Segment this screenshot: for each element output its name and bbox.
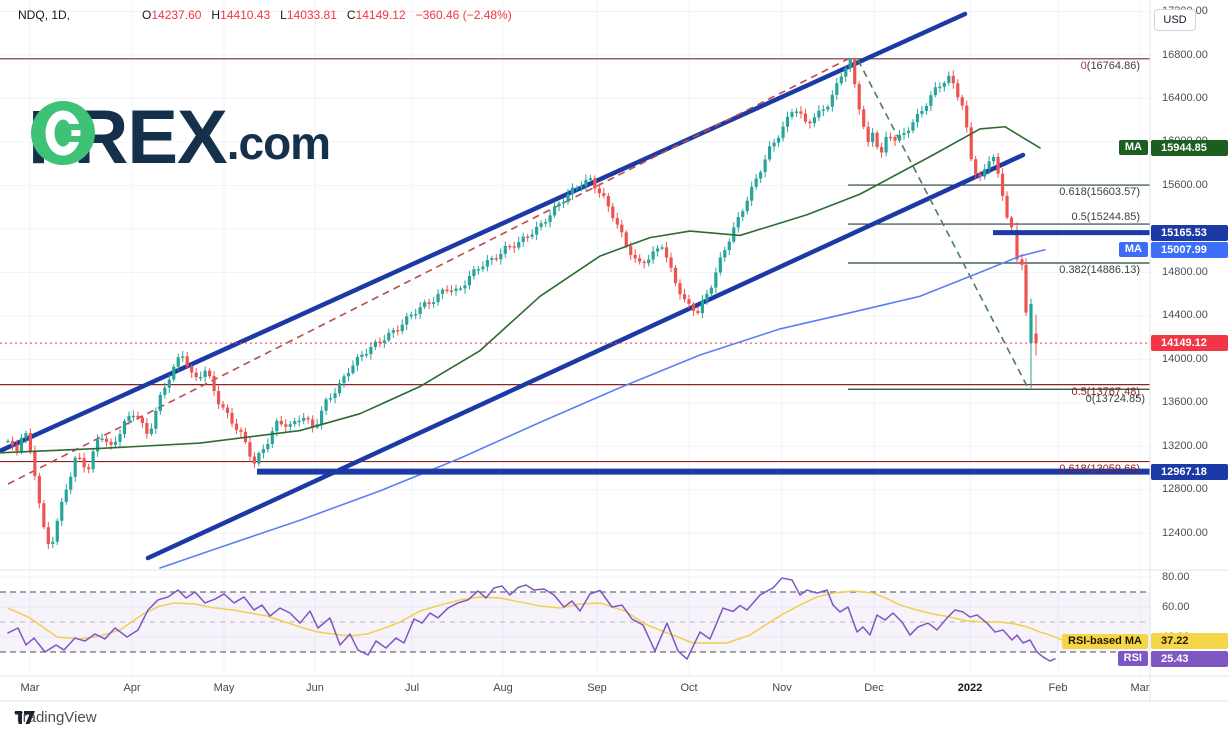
- low-value: 14033.81: [286, 8, 337, 22]
- fib-level-prefix: 0: [1080, 59, 1087, 72]
- tradingview-logo-icon: [15, 711, 35, 724]
- fib-level-label[interactable]: 0.382(14886.13): [1059, 264, 1140, 276]
- fib-level-label[interactable]: 0(16764.86): [1081, 60, 1140, 72]
- support-upper-value[interactable]: 15165.53: [1151, 224, 1228, 241]
- time-axis-label[interactable]: Oct: [680, 682, 698, 694]
- rsi-pill[interactable]: RSI: [1117, 651, 1148, 667]
- close-label: C: [346, 8, 356, 22]
- rsi-value[interactable]: 25.43: [1151, 650, 1228, 667]
- price-tick[interactable]: 16400.00: [1162, 91, 1208, 104]
- forex-logo-rex: REX: [73, 95, 227, 180]
- high-label: H: [211, 8, 221, 22]
- forex-logo: F REX .com: [28, 95, 331, 180]
- fib-level-text: 0.5(15244.85): [1071, 211, 1141, 224]
- time-axis-label[interactable]: 2022: [957, 682, 983, 694]
- support-lower-value[interactable]: 12967.18: [1151, 463, 1228, 480]
- time-axis-label[interactable]: Apr: [123, 682, 141, 694]
- ma-fast-value[interactable]: 15944.85: [1151, 139, 1228, 156]
- open-value: 14237.60: [151, 8, 202, 22]
- fib-level-text: (16764.86): [1086, 59, 1140, 72]
- time-axis-label[interactable]: Jul: [404, 682, 420, 694]
- symbol-title[interactable]: NDQ, 1D,: [18, 8, 71, 22]
- price-tick[interactable]: 13200.00: [1162, 439, 1208, 452]
- fib-level-text: 0.5(13767.48): [1071, 385, 1141, 398]
- ma-slow-pill[interactable]: MA: [1118, 242, 1148, 258]
- price-tick[interactable]: 14400.00: [1162, 309, 1208, 322]
- open-label: O: [142, 8, 152, 22]
- change-value: −360.46 (−2.48%): [415, 8, 512, 22]
- forex-logo-o-icon: [31, 101, 95, 165]
- price-tick[interactable]: 13600.00: [1162, 396, 1208, 409]
- tradingview-watermark[interactable]: TradingView: [14, 709, 97, 726]
- fib-level-label[interactable]: 0.5(13767.48): [1072, 386, 1141, 398]
- time-axis-label[interactable]: Feb: [1048, 682, 1068, 694]
- price-tick[interactable]: 16800.00: [1162, 48, 1208, 61]
- ma-slow-value[interactable]: 15007.99: [1151, 241, 1228, 258]
- rsi-tick[interactable]: 80.00: [1162, 570, 1190, 583]
- symbol-header: NDQ, 1D, O14237.60 H14410.43 L14033.81 C1414…: [18, 8, 512, 22]
- high-value: 14410.43: [220, 8, 271, 22]
- low-label: L: [280, 8, 287, 22]
- fib-level-label[interactable]: 0.618(13059.66): [1059, 463, 1140, 475]
- fib-level-label[interactable]: 0.5(15244.85): [1072, 211, 1141, 223]
- last-price-value[interactable]: 14149.12: [1151, 335, 1228, 352]
- time-axis-label[interactable]: Mar: [20, 682, 40, 694]
- time-axis-label[interactable]: Mar: [1130, 682, 1150, 694]
- fib-level-text: 0(13724.85): [1085, 393, 1145, 406]
- price-tick[interactable]: 15600.00: [1162, 178, 1208, 191]
- time-axis-label[interactable]: May: [213, 682, 235, 694]
- tradingview-label: TradingView: [14, 709, 97, 726]
- fib-level-text: 0.618(15603.57): [1059, 186, 1140, 199]
- forex-logo-com: .com: [226, 117, 331, 169]
- price-tick[interactable]: 12800.00: [1162, 483, 1208, 496]
- fib-level-text: 0.382(14886.13): [1059, 264, 1140, 277]
- price-tick[interactable]: 12400.00: [1162, 526, 1208, 539]
- fib-level-text: 0.618(13059.66): [1059, 462, 1140, 475]
- time-axis-label[interactable]: Dec: [864, 682, 884, 694]
- time-axis-label[interactable]: Jun: [306, 682, 324, 694]
- rsi-ma-value[interactable]: 37.22: [1151, 633, 1228, 650]
- rsi-tick[interactable]: 60.00: [1162, 600, 1190, 613]
- time-axis-label[interactable]: Aug: [493, 682, 513, 694]
- fib-level-label[interactable]: 0(13724.85): [1086, 393, 1145, 405]
- ma-fast-pill[interactable]: MA: [1118, 140, 1148, 156]
- close-value: 14149.12: [355, 8, 406, 22]
- fib-level-label[interactable]: 0.618(15603.57): [1059, 186, 1140, 198]
- price-tick[interactable]: 14800.00: [1162, 265, 1208, 278]
- time-axis[interactable]: Mar Apr May Jun Jul Aug Sep Oct Nov Dec 2022 Feb Mar: [0, 676, 1150, 701]
- time-axis-label[interactable]: Nov: [772, 682, 792, 694]
- time-axis-label[interactable]: Sep: [587, 682, 607, 694]
- rsi-ma-pill[interactable]: RSI-based MA: [1062, 633, 1148, 649]
- currency-button[interactable]: USD: [1154, 9, 1196, 31]
- price-tick[interactable]: 14000.00: [1162, 352, 1208, 365]
